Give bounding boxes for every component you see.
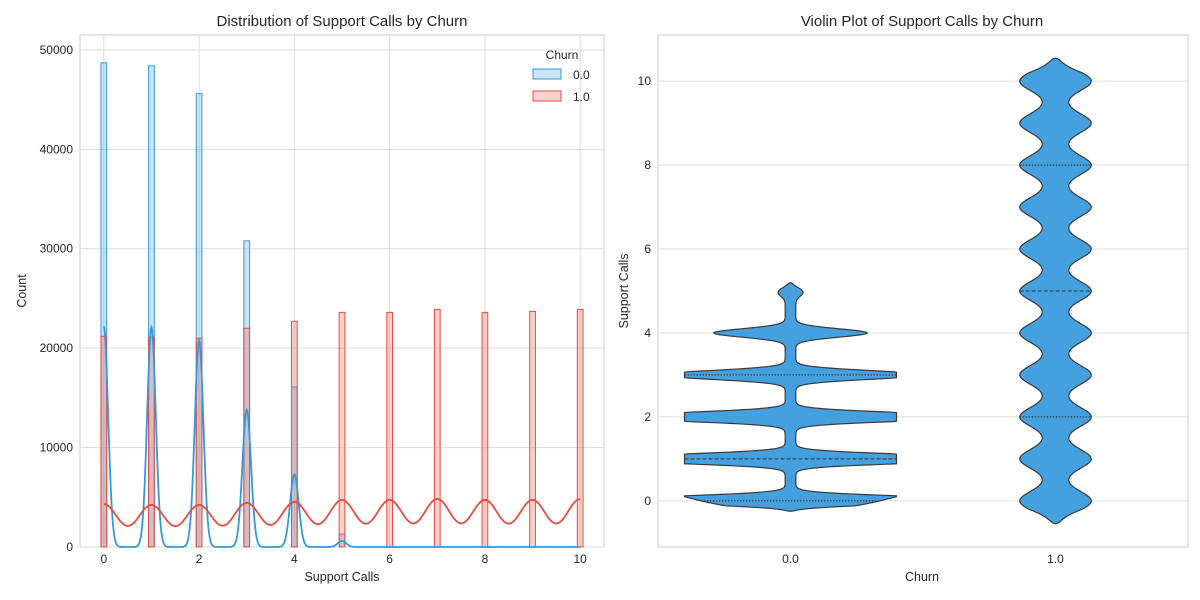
histogram-chart: 0 2 4 6 8 10 0 10000 20000 30000 40000 50000 Distri… [15, 13, 605, 584]
legend-label-1: 1.0 [573, 90, 590, 104]
histogram-bar-1.0 [148, 336, 155, 548]
y-tick-label: 0 [644, 494, 651, 508]
y-tick-label: 2 [644, 410, 651, 424]
histogram-plot-area [79, 34, 605, 548]
histogram-bar-1.0 [576, 308, 584, 548]
histogram-bar-1.0 [433, 308, 441, 548]
y-tick-label: 30000 [40, 242, 74, 256]
histogram-legend: Churn 0.0 1.0 [532, 48, 590, 104]
legend-swatch-1 [532, 90, 562, 102]
histogram-bar-1.0 [338, 311, 346, 548]
histogram-title: Distribution of Support Calls by Churn [217, 13, 468, 30]
y-tick-label: 6 [644, 242, 651, 256]
histogram-ticks: 0 2 4 6 8 10 0 10000 20000 30000 40000 50000 [40, 43, 588, 566]
x-tick-label: 1.0 [1047, 552, 1064, 566]
x-tick-label: 0.0 [782, 552, 799, 566]
x-tick-label: 6 [386, 552, 393, 566]
histogram-y-axis-label: Count [15, 274, 29, 308]
legend-title: Churn [546, 48, 579, 62]
violin-0.0 [683, 281, 898, 512]
violin-plot-area [657, 34, 1189, 548]
kde-line-0.0 [102, 323, 581, 548]
y-tick-label: 4 [644, 326, 651, 340]
violin-1.0 [1019, 57, 1092, 525]
x-tick-label: 2 [196, 552, 203, 566]
histogram-bar-1.0 [100, 335, 108, 548]
kde-line-1.0 [103, 498, 581, 528]
violin-x-axis-label: Churn [905, 570, 939, 584]
y-tick-label: 10 [638, 74, 652, 88]
violin-title: Violin Plot of Support Calls by Churn [801, 13, 1043, 30]
histogram-bar-1.0 [386, 311, 393, 548]
violin-ticks: 0 2 4 6 8 10 0.0 1.0 [638, 74, 1065, 566]
violin-chart: 0 2 4 6 8 10 0.0 1.0 Violin Plot of Support Cal… [617, 13, 1189, 584]
legend-swatch-0 [532, 68, 562, 80]
histogram-bar-1.0 [291, 320, 298, 548]
y-tick-label: 20000 [40, 341, 74, 355]
y-tick-label: 10000 [40, 441, 74, 455]
x-tick-label: 0 [100, 552, 107, 566]
y-tick-label: 40000 [40, 142, 74, 156]
x-tick-label: 4 [291, 552, 298, 566]
violin-y-axis-label: Support Calls [617, 253, 631, 328]
violins [683, 57, 1092, 525]
histogram-bar-1.0 [481, 311, 489, 548]
y-tick-label: 0 [66, 540, 73, 554]
legend-label-0: 0.0 [573, 68, 590, 82]
histogram-kde-lines [102, 323, 581, 548]
x-tick-label: 10 [574, 552, 588, 566]
x-tick-label: 8 [482, 552, 489, 566]
histogram-x-axis-label: Support Calls [304, 570, 379, 584]
y-tick-label: 50000 [40, 43, 74, 57]
histogram-bar-1.0 [529, 310, 536, 548]
y-tick-label: 8 [644, 158, 651, 172]
